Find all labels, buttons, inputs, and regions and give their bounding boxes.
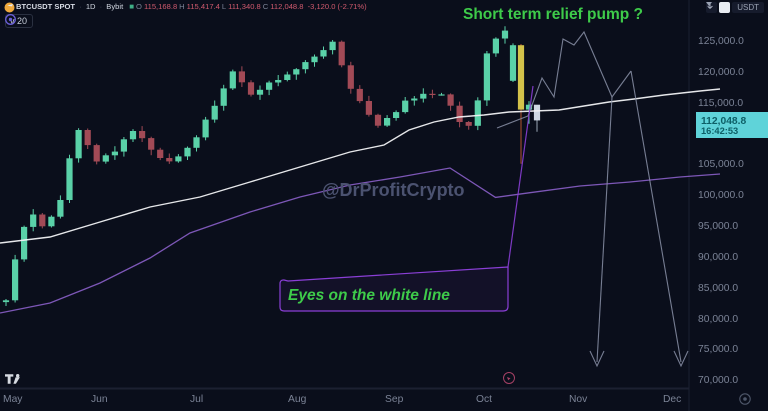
svg-text:Jul: Jul bbox=[190, 394, 203, 405]
svg-text:125,000.0: 125,000.0 bbox=[698, 36, 744, 47]
svg-text:105,000.0: 105,000.0 bbox=[698, 159, 744, 170]
svg-text:Nov: Nov bbox=[569, 394, 588, 405]
svg-text:80,000.0: 80,000.0 bbox=[698, 314, 738, 325]
svg-text:Jun: Jun bbox=[91, 394, 108, 405]
svg-text:Aug: Aug bbox=[288, 394, 307, 405]
svg-text:70,000.0: 70,000.0 bbox=[698, 375, 738, 386]
svg-text:16:42:53: 16:42:53 bbox=[701, 126, 738, 136]
svg-text:100,000.0: 100,000.0 bbox=[698, 190, 744, 201]
svg-text:90,000.0: 90,000.0 bbox=[698, 252, 738, 263]
svg-text:120,000.0: 120,000.0 bbox=[698, 67, 744, 78]
svg-text:Dec: Dec bbox=[663, 394, 681, 405]
svg-text:85,000.0: 85,000.0 bbox=[698, 283, 738, 294]
svg-text:Oct: Oct bbox=[476, 394, 492, 405]
svg-text:75,000.0: 75,000.0 bbox=[698, 344, 738, 355]
svg-text:Sep: Sep bbox=[385, 394, 404, 405]
svg-text:@DrProfitCrypto: @DrProfitCrypto bbox=[322, 180, 465, 200]
svg-text:May: May bbox=[3, 394, 23, 405]
svg-text:Eyes on the white line: Eyes on the white line bbox=[288, 287, 450, 304]
svg-text:Short term relief pump ?: Short term relief pump ? bbox=[463, 6, 643, 23]
svg-text:95,000.0: 95,000.0 bbox=[698, 221, 738, 232]
svg-text:115,000.0: 115,000.0 bbox=[698, 98, 743, 109]
